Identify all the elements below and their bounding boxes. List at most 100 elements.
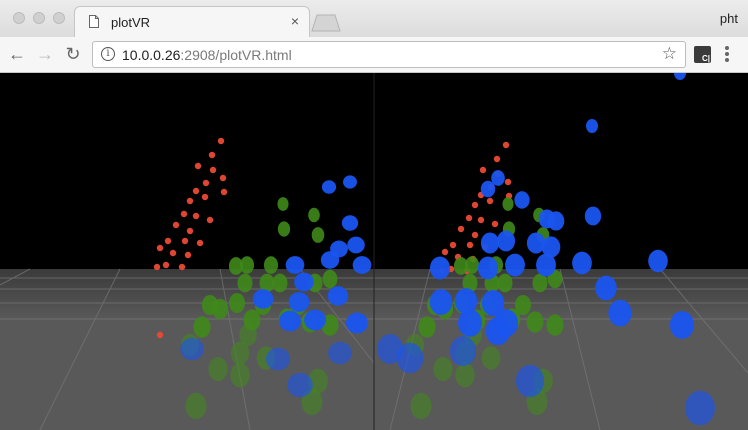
blue-point [343, 175, 357, 189]
vr-stereo-viewport[interactable] [0, 73, 748, 430]
blue-point [515, 364, 545, 398]
tab-close-button[interactable]: × [290, 13, 299, 29]
tab-label: plotVR [111, 15, 151, 30]
blue-point [595, 275, 617, 301]
menu-icon[interactable] [724, 45, 730, 65]
red-point [206, 216, 214, 224]
green-point [481, 346, 501, 370]
red-point [153, 263, 161, 271]
red-point [471, 231, 479, 239]
red-point [477, 216, 485, 224]
green-point [201, 294, 219, 316]
red-point [441, 248, 449, 256]
blue-point [285, 256, 305, 274]
new-tab-button[interactable] [311, 14, 341, 32]
red-point [192, 212, 200, 220]
green-point [277, 221, 291, 237]
page-icon [89, 15, 99, 28]
red-point [493, 155, 501, 163]
blue-point [541, 236, 561, 258]
red-point [181, 237, 189, 245]
blue-point [481, 290, 505, 316]
red-point [209, 166, 217, 174]
blue-point [494, 309, 518, 337]
blue-point [608, 299, 632, 327]
green-point [263, 256, 279, 274]
blue-point [648, 249, 668, 273]
green-point [546, 314, 564, 336]
blue-point [346, 312, 368, 334]
red-point [471, 201, 479, 209]
blue-point [294, 272, 314, 292]
blue-point [547, 211, 565, 231]
green-point [277, 197, 289, 211]
red-point [466, 241, 474, 249]
green-point [308, 368, 328, 394]
minimize-window-button[interactable] [33, 12, 45, 24]
blue-point [288, 292, 310, 312]
red-point [219, 174, 227, 182]
green-point [208, 356, 228, 382]
left-eye-view [0, 137, 375, 430]
right-eye-view [374, 73, 748, 430]
address-bar[interactable]: i 10.0.0.26:2908/plotVR.html ☆ [92, 41, 686, 68]
profile-name[interactable]: pht [719, 11, 738, 26]
red-point [449, 241, 457, 249]
red-point [156, 331, 164, 339]
green-point [526, 311, 544, 333]
blue-point [536, 253, 556, 277]
red-point [164, 237, 172, 245]
info-icon[interactable]: i [101, 47, 115, 61]
green-point [410, 392, 432, 420]
extension-label: C| [701, 54, 710, 63]
blue-point [320, 251, 340, 269]
green-point [230, 341, 250, 365]
extension-icon[interactable]: C| [694, 46, 711, 63]
url-text[interactable]: 10.0.0.26:2908/plotVR.html [122, 47, 292, 63]
close-window-button[interactable] [13, 12, 25, 24]
blue-point [584, 206, 602, 226]
bookmark-star-icon[interactable]: ☆ [661, 44, 677, 63]
red-point [186, 227, 194, 235]
green-point [272, 273, 288, 293]
red-point [202, 179, 210, 187]
blue-point [586, 119, 598, 133]
green-point [497, 273, 513, 293]
blue-point [328, 341, 352, 365]
green-point [455, 362, 475, 388]
blue-point [321, 180, 337, 194]
blue-point [327, 286, 349, 306]
back-button[interactable]: ← [8, 44, 26, 64]
green-point [239, 324, 257, 346]
red-point [178, 263, 186, 271]
red-point [491, 220, 499, 228]
blue-point [669, 311, 695, 339]
green-point [237, 273, 253, 293]
red-point [217, 137, 225, 145]
blue-point [526, 232, 546, 254]
green-point [433, 356, 453, 382]
forward-button[interactable]: → [36, 44, 54, 64]
blue-point [352, 256, 372, 274]
maximize-window-button[interactable] [53, 12, 65, 24]
browser-toolbar: ← → ↻ i 10.0.0.26:2908/plotVR.html ☆ C| [0, 37, 748, 73]
red-point [465, 214, 473, 222]
green-point [462, 273, 478, 293]
blue-point [572, 251, 592, 275]
blue-point [514, 191, 530, 209]
blue-point [377, 334, 403, 364]
blue-point [684, 390, 716, 426]
blue-point [347, 236, 365, 254]
green-point [418, 316, 436, 338]
red-point [156, 244, 164, 252]
green-point [230, 362, 250, 388]
green-point [259, 273, 275, 293]
red-point [457, 225, 465, 233]
tab-plotvr[interactable]: plotVR × [74, 6, 310, 37]
blue-point [674, 73, 686, 80]
blue-point [252, 289, 274, 309]
blue-point [491, 170, 505, 186]
reload-button[interactable]: ↻ [65, 44, 81, 64]
green-point [228, 257, 244, 275]
green-point [301, 388, 323, 416]
